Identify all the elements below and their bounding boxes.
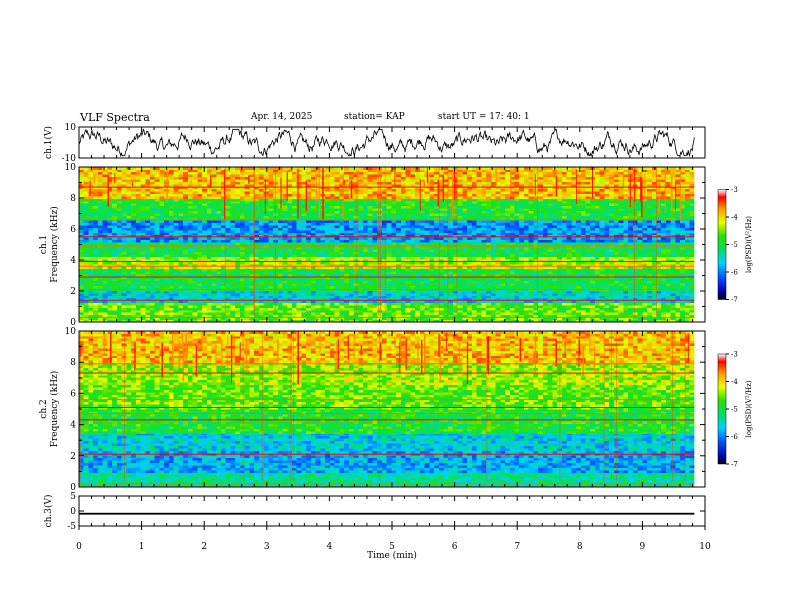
ylabel-frequency-1: Frequency (kHz): [49, 206, 60, 283]
ytick-label-0-1: -10: [62, 154, 77, 164]
colorbar-label-2: log(PSD)(V²/Hz): [745, 380, 753, 437]
colorbar-tick-1-3: -6: [731, 269, 738, 277]
ytick-label-3-2: -5: [67, 522, 76, 532]
xtick-label-5: 5: [389, 542, 395, 552]
colorbar-label-1: log(PSD)(V²/Hz): [745, 216, 753, 273]
xtick-label-9: 9: [640, 542, 646, 552]
xtick-label-0: 0: [76, 542, 82, 552]
ylabel-channel-2: ch.2: [39, 399, 49, 418]
xtick-label-10: 10: [699, 542, 711, 552]
colorbar-tick-1-1: -4: [731, 214, 738, 222]
ylabel-channel-1: ch.1: [39, 235, 49, 254]
ytick-label-1-2: 2: [70, 287, 76, 297]
station-label: station= KAP: [344, 112, 405, 122]
colorbar-tick-1-2: -5: [731, 241, 738, 249]
figure-title: VLF Spectra: [80, 111, 150, 124]
xtick-label-4: 4: [327, 542, 333, 552]
xtick-label-6: 6: [452, 542, 458, 552]
ytick-label-1-0: 0: [70, 318, 76, 328]
xlabel: Time (min): [367, 550, 417, 561]
xtick-label-1: 1: [139, 542, 145, 552]
xtick-label-7: 7: [514, 542, 520, 552]
xtick-label-8: 8: [577, 542, 583, 552]
waveform-trace-0: [78, 128, 695, 158]
date-label: Apr. 14, 2025: [251, 112, 313, 122]
colorbar-tick-1-4: -7: [731, 296, 738, 304]
spectrogram-cells-2: [79, 331, 695, 488]
ytick-label-0-0: 10: [65, 123, 77, 133]
xtick-label-3: 3: [264, 542, 270, 552]
ytick-label-2-2: 2: [70, 452, 76, 462]
ytick-label-2-8: 8: [70, 358, 76, 368]
spectrogram-cells-1: [79, 167, 695, 323]
ytick-label-1-6: 6: [70, 225, 76, 235]
ytick-label-2-6: 6: [70, 389, 76, 399]
ytick-label-2-4: 4: [70, 421, 76, 431]
colorbar-tick-2-0: -3: [731, 351, 738, 359]
ytick-label-1-8: 8: [70, 194, 76, 204]
ytick-label-3-1: 0: [70, 507, 76, 517]
ytick-label-1-4: 4: [70, 256, 76, 266]
ytick-label-2-10: 10: [65, 327, 77, 337]
ylabel-3: ch.3(V): [43, 495, 54, 528]
ytick-label-2-0: 0: [70, 483, 76, 493]
colorbar-tick-2-4: -7: [731, 461, 738, 469]
start-time-label: start UT = 17: 40: 1: [438, 112, 530, 122]
xtick-label-2: 2: [201, 542, 207, 552]
ytick-label-3-0: 5: [70, 492, 76, 502]
sferic-streaks-1: [80, 167, 681, 316]
colorbar-1: [717, 189, 727, 300]
colorbar-tick-2-2: -5: [731, 406, 738, 414]
narrowband-lines-2: [79, 363, 695, 485]
ytick-label-1-10: 10: [65, 163, 77, 173]
colorbar-tick-1-0: -3: [731, 186, 738, 194]
waveform-trace-3: [79, 512, 695, 515]
ylabel-0: ch.1(V): [43, 126, 54, 159]
narrowband-lines-1: [79, 186, 695, 318]
colorbar-tick-2-1: -4: [731, 378, 738, 386]
ylabel-frequency-2: Frequency (kHz): [49, 371, 60, 448]
colorbar-tick-2-3: -6: [731, 433, 738, 441]
colorbar-2: [717, 353, 727, 465]
